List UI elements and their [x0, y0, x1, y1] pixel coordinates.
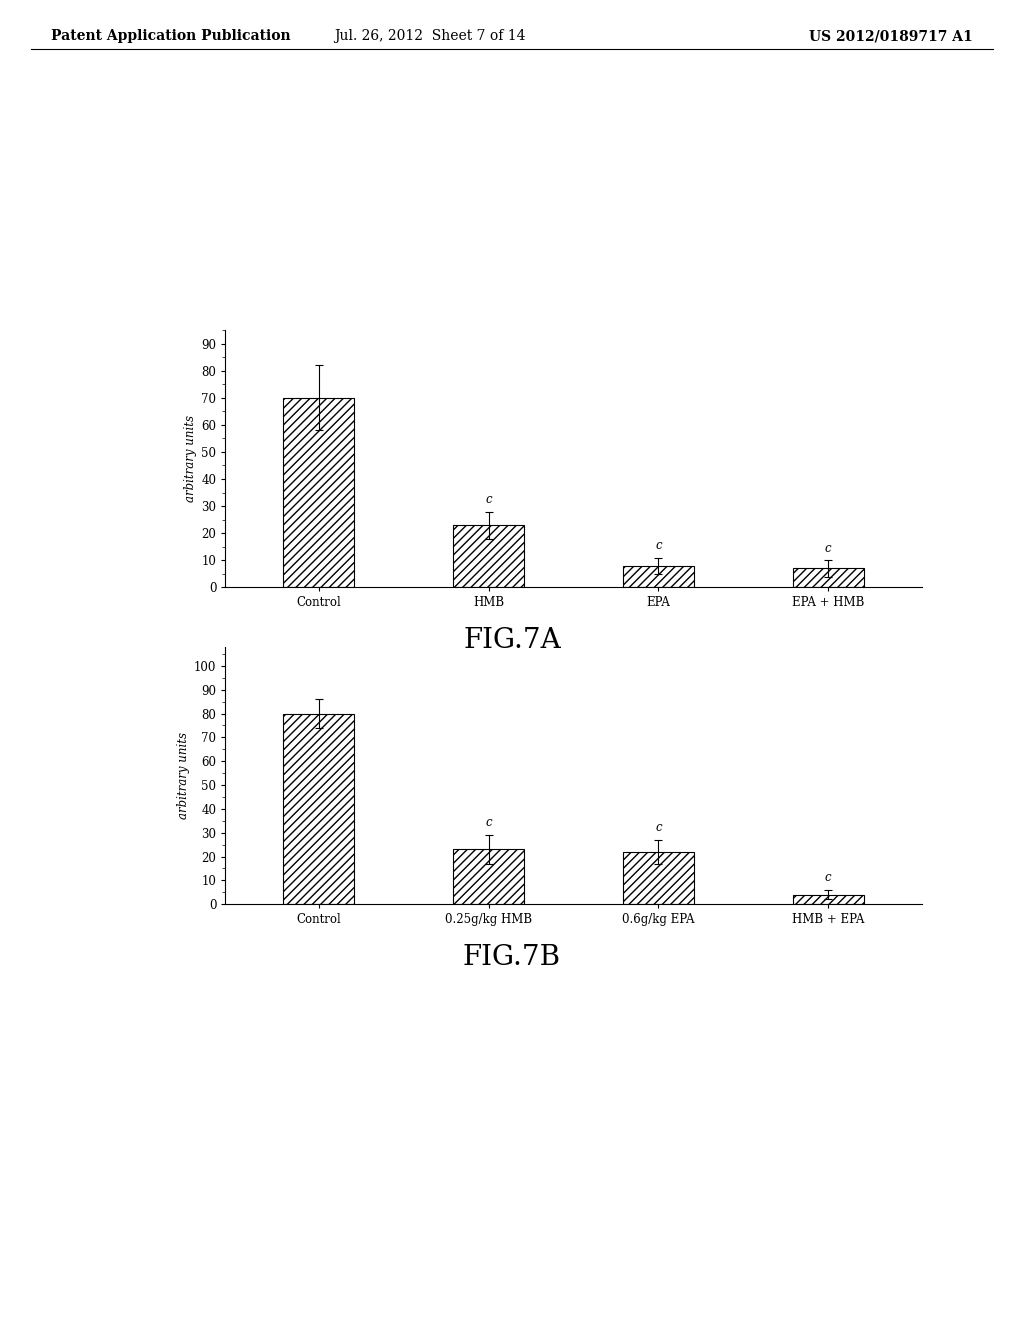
Y-axis label: arbitrary units: arbitrary units — [184, 416, 197, 502]
Bar — [453, 849, 524, 904]
Text: FIG.7A: FIG.7A — [463, 627, 561, 653]
Text: c: c — [825, 871, 831, 884]
Text: c: c — [655, 539, 662, 552]
Bar — [453, 525, 524, 587]
Text: US 2012/0189717 A1: US 2012/0189717 A1 — [809, 29, 973, 44]
Bar — [283, 397, 354, 587]
Text: c: c — [655, 821, 662, 834]
Text: c: c — [825, 541, 831, 554]
Text: FIG.7B: FIG.7B — [463, 944, 561, 970]
Text: c: c — [485, 817, 492, 829]
Bar — [793, 569, 864, 587]
Text: c: c — [485, 492, 492, 506]
Text: Patent Application Publication: Patent Application Publication — [51, 29, 291, 44]
Bar — [283, 714, 354, 904]
Y-axis label: arbitrary units: arbitrary units — [177, 733, 189, 818]
Bar — [623, 566, 694, 587]
Bar — [623, 851, 694, 904]
Text: Jul. 26, 2012  Sheet 7 of 14: Jul. 26, 2012 Sheet 7 of 14 — [334, 29, 526, 44]
Bar — [793, 895, 864, 904]
